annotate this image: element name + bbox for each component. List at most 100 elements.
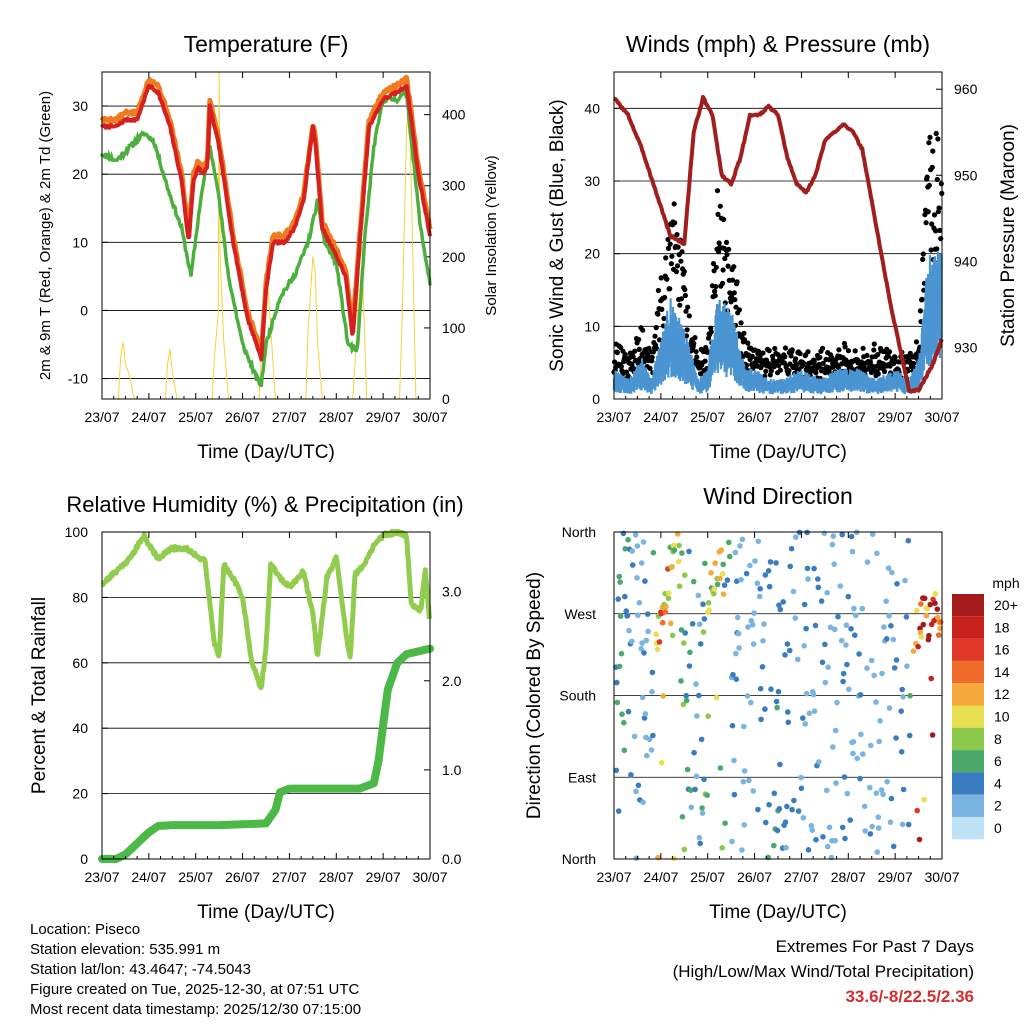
gust-point [845, 348, 852, 354]
direction-point [699, 805, 705, 811]
direction-point [844, 661, 850, 668]
humidity-plot-frame [101, 531, 431, 860]
station-location: Location: Piseco [30, 921, 141, 938]
direction-point [756, 593, 763, 600]
direction-point [624, 612, 631, 619]
gust-point [871, 341, 877, 347]
direction-point [759, 664, 766, 670]
gust-point [716, 240, 722, 246]
direction-point [615, 596, 621, 602]
direction-point [625, 537, 631, 543]
gust-point [675, 244, 681, 250]
winds-x-tick-label: 26/07 [737, 409, 772, 425]
data-timestamp: Most recent data timestamp: 2025/12/30 0… [30, 1001, 362, 1018]
direction-point [743, 570, 750, 577]
direction-point [777, 761, 783, 768]
direction-point [885, 565, 892, 571]
winds-chart: Winds (mph) & Pressure (mb) Time (Day/UTC… [547, 31, 1019, 463]
direction-title: Wind Direction [703, 483, 853, 509]
direction-point [704, 792, 710, 798]
direction-point [918, 601, 924, 607]
direction-point [783, 844, 789, 851]
gust-point [926, 182, 933, 188]
gust-point [842, 344, 848, 350]
speed-legend-swatch [952, 750, 984, 773]
gust-point [920, 256, 926, 262]
direction-point [686, 663, 693, 669]
direction-point [644, 611, 651, 617]
gust-point [929, 164, 935, 170]
figure-created: Figure created on Tue, 2025-12-30, at 07… [30, 981, 360, 998]
direction-point [698, 736, 705, 743]
gust-point [686, 313, 692, 319]
gust-point [668, 261, 675, 267]
direction-point [654, 646, 661, 653]
direction-point [869, 823, 875, 830]
gust-point [663, 255, 669, 261]
gust-point [731, 264, 737, 270]
direction-point [679, 550, 685, 556]
direction-point [676, 583, 683, 589]
direction-point [837, 583, 844, 589]
direction-point [639, 694, 646, 701]
direction-point [921, 796, 927, 803]
direction-point [653, 631, 659, 638]
direction-point [748, 699, 754, 706]
gust-point [924, 174, 930, 180]
gust-point [678, 258, 684, 264]
direction-x-tick-label: 27/07 [784, 869, 819, 885]
gust-point [741, 337, 748, 343]
humidity-x-tick-label: 27/07 [272, 869, 307, 885]
direction-point [793, 534, 799, 540]
direction-point [851, 605, 857, 612]
direction-point [733, 676, 740, 682]
gust-point [723, 239, 730, 245]
direction-y-tick-label: East [568, 769, 596, 785]
direction-point [869, 531, 876, 538]
gust-point [630, 353, 636, 360]
direction-point [864, 665, 870, 671]
winds-x-tick-label: 25/07 [690, 409, 725, 425]
direction-point [862, 828, 868, 834]
humidity-y2-tick-label: 3.0 [442, 584, 462, 600]
direction-point [840, 670, 847, 677]
gust-point [632, 348, 638, 354]
winds-y-tick-label: 20 [584, 246, 600, 262]
temperature-y2-tick-label: 100 [442, 320, 466, 336]
direction-point [643, 637, 650, 644]
direction-point [915, 643, 921, 650]
direction-point [705, 600, 712, 606]
gust-point [673, 269, 680, 275]
gust-point [679, 249, 685, 255]
direction-point [794, 656, 801, 663]
direction-point [844, 790, 851, 797]
gust-point [805, 349, 811, 355]
gust-point [731, 290, 737, 296]
gust-point [766, 348, 772, 354]
direction-point [734, 578, 740, 584]
direction-point [846, 686, 852, 692]
direction-point [695, 592, 702, 599]
winds-y2-tick-label: 950 [954, 167, 978, 183]
direction-point [693, 681, 699, 687]
direction-point [682, 630, 688, 636]
direction-point [689, 621, 696, 627]
speed-legend-title: mph [992, 575, 1019, 591]
direction-point [848, 533, 855, 540]
direction-point [671, 855, 677, 862]
direction-point [867, 784, 873, 791]
direction-point [776, 602, 782, 608]
direction-point [768, 686, 774, 692]
direction-point [893, 735, 899, 741]
direction-point [867, 831, 874, 837]
direction-point [860, 751, 866, 757]
direction-point [886, 705, 893, 711]
direction-point [694, 713, 700, 719]
winds-x-tick-label: 27/07 [784, 409, 819, 425]
winds-x-tick-label: 28/07 [831, 409, 866, 425]
gust-point [934, 246, 940, 252]
direction-point [893, 657, 900, 663]
direction-point [680, 701, 687, 708]
gust-point [829, 354, 835, 361]
direction-point [881, 624, 887, 630]
